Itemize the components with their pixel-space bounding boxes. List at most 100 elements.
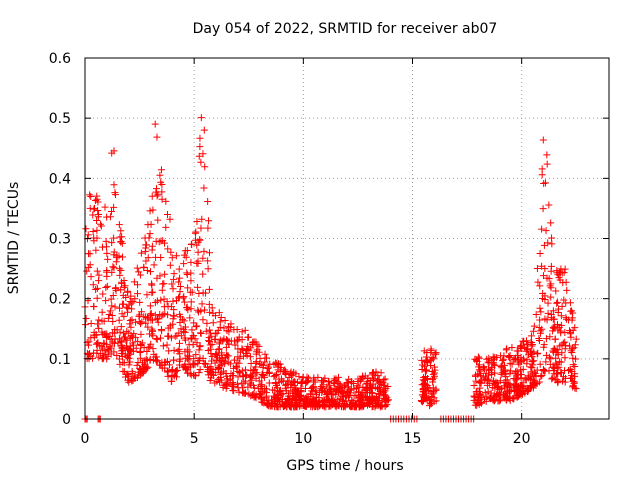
data-point <box>523 360 531 368</box>
data-point <box>153 335 161 343</box>
data-point <box>195 346 203 354</box>
data-point <box>337 403 345 411</box>
data-point <box>205 217 213 225</box>
data-point <box>199 289 207 297</box>
data-point <box>176 339 184 347</box>
data-point <box>502 389 510 397</box>
data-point <box>548 375 556 383</box>
data-point <box>295 393 303 401</box>
data-point <box>246 353 254 361</box>
data-point <box>179 294 187 302</box>
data-point <box>332 401 340 409</box>
data-point <box>423 359 431 367</box>
data-point <box>109 292 117 300</box>
data-point <box>544 309 552 317</box>
data-point <box>330 397 338 405</box>
data-point <box>262 354 270 362</box>
data-point <box>497 396 505 404</box>
data-point <box>562 341 570 349</box>
data-point <box>553 299 561 307</box>
data-point <box>298 378 306 386</box>
data-point <box>163 298 171 306</box>
data-point <box>274 390 282 398</box>
data-point <box>126 334 134 342</box>
data-point <box>112 191 120 199</box>
data-point <box>166 361 174 369</box>
data-point <box>284 389 292 397</box>
data-point <box>292 402 300 410</box>
data-point <box>560 269 568 277</box>
data-point <box>84 351 92 358</box>
data-point <box>244 342 252 350</box>
data-point <box>336 381 344 389</box>
data-point <box>182 365 190 373</box>
data-point <box>354 388 362 396</box>
data-point <box>422 382 430 390</box>
data-point <box>545 201 553 209</box>
data-point <box>541 292 549 300</box>
data-point <box>130 341 138 349</box>
data-point <box>194 357 202 365</box>
data-point <box>201 306 209 314</box>
data-point <box>167 334 175 342</box>
data-point <box>264 365 272 373</box>
data-point <box>275 394 283 402</box>
data-point <box>538 171 546 179</box>
data-point <box>236 369 244 377</box>
data-point <box>106 307 114 315</box>
data-point <box>169 312 177 320</box>
data-point <box>134 281 142 289</box>
data-point <box>187 298 195 306</box>
data-point <box>250 390 258 398</box>
data-point <box>192 372 200 380</box>
data-point <box>192 228 200 236</box>
data-point <box>123 327 131 335</box>
data-point <box>262 392 270 400</box>
data-point <box>214 363 222 371</box>
data-point <box>345 375 353 383</box>
data-point <box>217 313 225 321</box>
data-point <box>572 335 580 343</box>
data-point <box>203 319 211 327</box>
data-point <box>249 338 257 346</box>
data-point <box>183 270 191 278</box>
data-point <box>163 341 171 349</box>
data-point <box>137 249 145 257</box>
data-point <box>196 329 204 337</box>
data-point <box>539 272 547 280</box>
data-point <box>118 233 126 241</box>
data-point <box>158 195 166 203</box>
data-point <box>539 205 547 213</box>
y-tick-label: 0.5 <box>49 111 71 127</box>
data-point <box>521 343 529 351</box>
data-point <box>347 389 355 397</box>
data-point <box>363 385 371 393</box>
data-point <box>104 255 112 263</box>
data-point <box>549 307 557 315</box>
data-point <box>542 227 550 235</box>
data-point <box>359 401 367 409</box>
data-point <box>539 366 547 374</box>
data-point <box>157 166 165 174</box>
data-point <box>326 388 334 396</box>
data-point <box>208 340 216 348</box>
data-point <box>505 354 513 362</box>
data-point <box>102 243 110 251</box>
data-point <box>381 402 389 410</box>
data-point <box>547 355 555 363</box>
data-point <box>222 353 230 361</box>
data-point <box>486 394 494 402</box>
data-point <box>169 285 177 293</box>
data-point <box>90 349 98 357</box>
data-point <box>258 398 266 406</box>
data-point <box>119 253 127 261</box>
y-tick-label: 0.2 <box>49 292 71 308</box>
data-point <box>169 366 177 374</box>
data-point <box>546 333 554 341</box>
data-point <box>183 247 191 255</box>
data-point <box>144 363 152 371</box>
data-point <box>132 333 140 341</box>
data-point <box>140 263 148 271</box>
data-point <box>117 337 125 345</box>
data-point <box>538 225 546 233</box>
